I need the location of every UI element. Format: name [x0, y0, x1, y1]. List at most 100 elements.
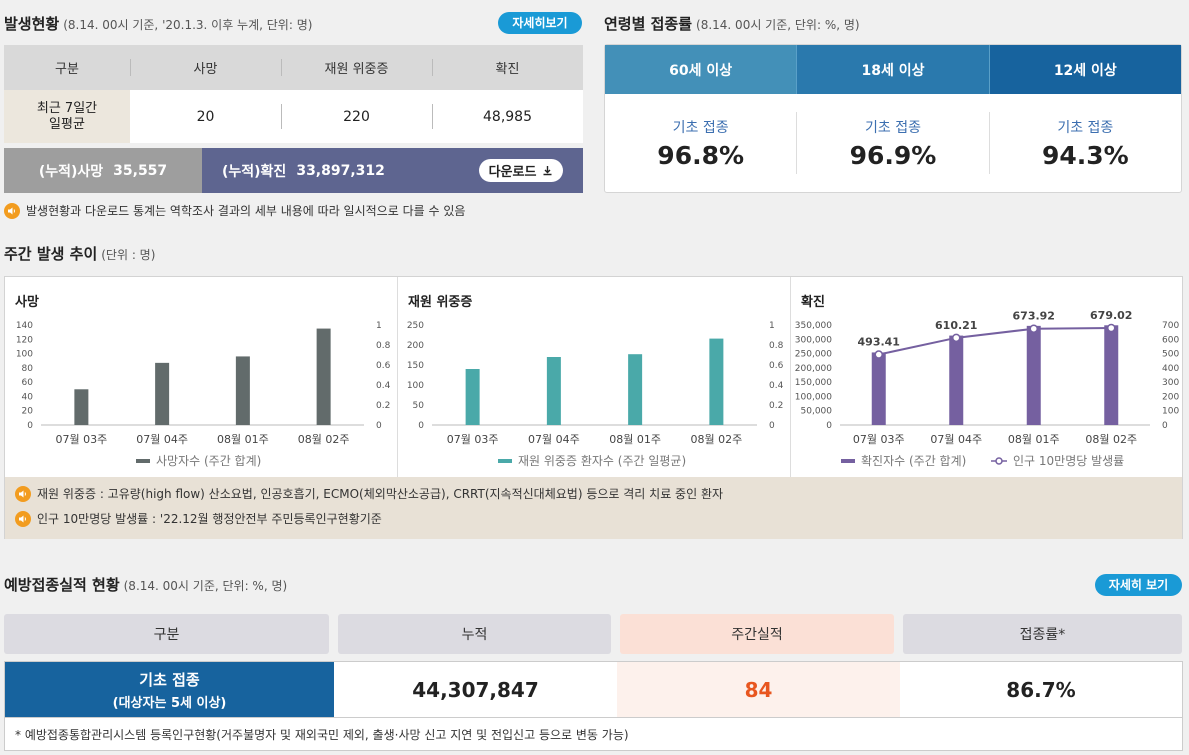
- confirmed-daily-value: 48,985: [432, 90, 583, 143]
- cumulative-confirmed: (누적)확진 33,897,312 다운로드: [202, 148, 583, 193]
- y2-tick-label: 1: [769, 321, 775, 331]
- y-tick-label: 200: [407, 341, 424, 351]
- row-label-line2: 일평균: [49, 116, 85, 132]
- speaker-icon: [15, 510, 31, 527]
- x-tick-label: 07월 03주: [56, 433, 108, 446]
- bar: [465, 369, 480, 425]
- x-tick-label: 08월 01주: [1008, 433, 1060, 446]
- perf-row-label: 기초 접종 (대상자는 5세 이상): [5, 662, 334, 717]
- perf-row-title: 기초 접종: [139, 670, 200, 689]
- download-label: 다운로드: [488, 165, 537, 180]
- tab-12-plus[interactable]: 12세 이상: [988, 45, 1181, 94]
- perf-row: 기초 접종 (대상자는 5세 이상) 44,307,847 84 86.7%: [4, 661, 1183, 718]
- legend-swatch: [498, 459, 512, 463]
- age-value-60-plus: 기초 접종 96.8%: [605, 94, 796, 192]
- bar: [155, 362, 170, 425]
- y2-tick-label: 0.8: [376, 341, 391, 351]
- table-row: 최근 7일간 일평균 20 220 48,985: [4, 90, 583, 143]
- rate-point: [1107, 323, 1116, 333]
- perf-header-rate: 접종률*: [903, 614, 1182, 654]
- legend-label: 인구 10만명당 발생률: [1013, 454, 1124, 468]
- bar: [316, 328, 331, 425]
- y-tick-label: 20: [22, 407, 34, 417]
- speaker-icon: [15, 485, 31, 502]
- weekly-notes: 재원 위중증 : 고유량(high flow) 산소요법, 인공호흡기, ECM…: [5, 477, 1182, 539]
- primary-dose-label: 기초 접종: [865, 119, 921, 136]
- header-confirmed: 확진: [432, 45, 583, 90]
- chart-critical-title: 재원 위중증: [408, 295, 473, 310]
- outbreak-detail-button[interactable]: 자세히보기: [498, 12, 582, 34]
- x-tick-label: 07월 03주: [447, 433, 499, 446]
- chart-death: 140 120 100 80 60 40 20 0 1 0.8 0.6 0.4 0.2 0 07월 03주 0…: [16, 321, 391, 468]
- y-tick-label: 100,000: [795, 392, 832, 402]
- x-tick-label: 08월 02주: [691, 433, 743, 446]
- rate-line: [878, 326, 1112, 356]
- outbreak-table: 구분 사망 재원 위중증 확진 최근 7일간 일평균 20 220 48,985: [4, 45, 583, 143]
- y-tick-label: 300,000: [795, 335, 832, 345]
- x-tick-label: 08월 02주: [1085, 433, 1137, 446]
- cumulative-confirmed-value: 33,897,312: [296, 162, 385, 179]
- primary-dose-rate: 96.9%: [849, 140, 937, 170]
- y2-tick-label: 0.4: [769, 381, 784, 391]
- chart-critical: 250 200 150 100 50 0 1 0.8 0.6 0.4 0.2 0 07월 03주 07월 …: [407, 321, 784, 468]
- bar: [628, 354, 643, 425]
- performance-title: 예방접종실적 현황: [4, 576, 120, 594]
- y2-tick-label: 0.4: [376, 381, 391, 391]
- y2-tick-label: 300: [1162, 378, 1179, 388]
- outbreak-table-header: 구분 사망 재원 위중증 확진: [4, 45, 583, 90]
- y-tick-label: 50,000: [801, 407, 833, 417]
- perf-row-sublabel: (대상자는 5세 이상): [112, 695, 227, 711]
- bar: [709, 338, 724, 425]
- perf-header-cumulative: 누적: [338, 614, 611, 654]
- critical-daily-value: 220: [281, 90, 432, 143]
- rate-data-label: 679.02: [1090, 309, 1132, 322]
- performance-detail-button[interactable]: 자세히 보기: [1095, 574, 1182, 596]
- legend-label: 재원 위중증 환자수 (주간 일평균): [518, 454, 686, 468]
- y2-tick-label: 700: [1162, 321, 1179, 331]
- y-tick-label: 250,000: [795, 350, 832, 360]
- age-tabs: 60세 이상 18세 이상 12세 이상: [605, 45, 1181, 94]
- x-tick-label: 08월 01주: [609, 433, 661, 446]
- x-tick-label: 08월 01주: [217, 433, 269, 446]
- rate-data-label: 610.21: [935, 319, 977, 332]
- y2-tick-label: 200: [1162, 392, 1179, 402]
- primary-dose-label: 기초 접종: [672, 119, 729, 136]
- x-tick-label: 07월 04주: [930, 433, 982, 446]
- y2-tick-label: 0.6: [376, 361, 391, 371]
- bar: [1104, 325, 1119, 425]
- rate-point: [952, 333, 961, 343]
- header-death: 사망: [130, 45, 281, 90]
- download-button[interactable]: 다운로드: [479, 159, 563, 182]
- bar: [1026, 325, 1041, 425]
- y2-tick-label: 0: [376, 421, 382, 431]
- bar: [546, 357, 561, 425]
- download-icon: [543, 166, 552, 176]
- y2-tick-label: 0.6: [769, 361, 784, 371]
- bar: [871, 352, 886, 425]
- age-values: 기초 접종 96.8% 기초 접종 96.9% 기초 접종 94.3%: [605, 94, 1181, 192]
- outbreak-notice-text: 발생현황과 다운로드 통계는 역학조사 결과의 세부 내용에 따라 일시적으로 …: [26, 204, 466, 218]
- header-category: 구분: [55, 62, 79, 77]
- age-vaccination-panel: 60세 이상 18세 이상 12세 이상 기초 접종 96.8% 기초 접종 9…: [604, 44, 1182, 193]
- y-tick-label: 250: [407, 321, 424, 331]
- y-tick-label: 40: [22, 392, 34, 402]
- chart-death-box: 사망 140 120 100 80 60 40 20 0 1 0.8 0.6 0.4 0.2 0 07월 0…: [5, 277, 397, 477]
- y-tick-label: 80: [22, 364, 34, 374]
- row-label: 최근 7일간 일평균: [4, 90, 130, 143]
- chart-confirmed: 350,000 300,000 250,000 200,000 150,000 100,0…: [795, 309, 1180, 468]
- tab-18-plus[interactable]: 18세 이상: [796, 45, 989, 94]
- y2-tick-label: 0.2: [769, 401, 783, 411]
- age-vaccination-subtitle: (8.14. 00시 기준, 단위: %, 명): [696, 18, 860, 32]
- header-critical: 재원 위중증: [281, 45, 432, 90]
- y2-tick-label: 500: [1162, 350, 1179, 360]
- speaker-icon: [4, 202, 20, 219]
- weekly-note-rate: 인구 10만명당 발생률 : '22.12월 행정안전부 주민등록인구현황기준: [37, 512, 382, 526]
- legend-marker: [995, 457, 1003, 465]
- cumulative-confirmed-label: (누적)확진: [222, 163, 287, 180]
- weekly-title: 주간 발생 추이: [4, 245, 98, 263]
- y-tick-label: 100: [407, 381, 424, 391]
- weekly-charts-panel: 사망 140 120 100 80 60 40 20 0 1 0.8 0.6 0.4 0.2 0 07월 0…: [4, 276, 1183, 539]
- tab-60-plus[interactable]: 60세 이상: [605, 45, 797, 94]
- y-tick-label: 100: [16, 350, 33, 360]
- age-vaccination-heading: 연령별 접종률 (8.14. 00시 기준, 단위: %, 명): [604, 13, 860, 34]
